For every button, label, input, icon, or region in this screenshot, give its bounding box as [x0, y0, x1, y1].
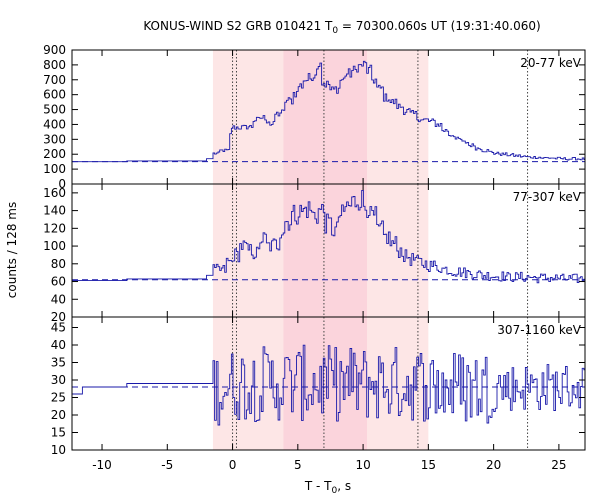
y-tick-label: 45 — [51, 321, 66, 335]
x-axis-title: T - T0, s — [304, 479, 351, 496]
x-tick-label: 25 — [551, 458, 566, 472]
y-tick-label: 300 — [43, 132, 66, 146]
y-tick-label: 80 — [51, 257, 66, 271]
light-curve — [72, 189, 585, 284]
x-tick-label: 15 — [421, 458, 436, 472]
y-tick-label: 120 — [43, 221, 66, 235]
panel-frame — [71, 316, 586, 451]
shaded-interval-2 — [283, 184, 368, 317]
y-tick-label: 25 — [51, 391, 66, 405]
y-tick-label: 20 — [51, 310, 66, 324]
y-tick-label: 30 — [51, 373, 66, 387]
y-tick-label: 140 — [43, 204, 66, 218]
y-tick-label: 500 — [43, 103, 66, 117]
chart-title-rest: = 70300.060s UT (19:31:40.060) — [338, 19, 541, 33]
panel-2: 20 40 60 80 100 120 140 160 77-307 keV — [43, 183, 586, 324]
svg-text:KONUS-WIND S2 GRB 010421 T0 =: KONUS-WIND S2 GRB 010421 T0 = 70300.060s… — [143, 19, 540, 36]
shaded-interval-2 — [283, 50, 368, 184]
shaded-interval-2 — [283, 317, 368, 450]
y-tick-label: 200 — [43, 147, 66, 161]
y-tick-label: 40 — [51, 292, 66, 306]
y-tick-label: 15 — [51, 426, 66, 440]
y-tick-label: 400 — [43, 117, 66, 131]
band-label: 20-77 keV — [520, 56, 582, 70]
chart-title-main: KONUS-WIND S2 GRB 010421 T — [143, 19, 333, 33]
x-axis-title-rest: , s — [337, 479, 351, 493]
svg-text:T - T0, s: T - T0, s — [304, 479, 351, 496]
y-tick-label: 35 — [51, 356, 66, 370]
x-tick-label: 10 — [355, 458, 370, 472]
y-tick-label: 100 — [43, 239, 66, 253]
band-label: 307-1160 keV — [497, 323, 581, 337]
light-curve — [72, 60, 585, 163]
light-curve — [72, 344, 585, 426]
x-axis-title-main: T - T — [304, 479, 332, 493]
y-tick-label: 0 — [58, 177, 66, 191]
panel-3: 10 15 20 25 30 35 40 45 307-1160 keV — [51, 316, 586, 457]
y-tick-label: 160 — [43, 186, 66, 200]
x-tick-label: -10 — [92, 458, 112, 472]
x-tick-label: 20 — [486, 458, 501, 472]
y-tick-label: 700 — [43, 73, 66, 87]
x-axis-title-subscript: 0 — [332, 486, 338, 496]
y-tick-label: 600 — [43, 88, 66, 102]
y-axis-title: counts / 128 ms — [5, 202, 19, 298]
y-tick-label: 100 — [43, 162, 66, 176]
y-tick-label: 20 — [51, 408, 66, 422]
y-tick-label: 10 — [51, 443, 66, 457]
x-tick-label: 0 — [229, 458, 237, 472]
y-tick-label: 900 — [43, 43, 66, 57]
x-tick-label: 5 — [294, 458, 302, 472]
y-tick-label: 60 — [51, 275, 66, 289]
band-label: 77-307 keV — [513, 190, 582, 204]
chart-title: KONUS-WIND S2 GRB 010421 T0 = 70300.060s… — [143, 19, 540, 36]
y-tick-label: 800 — [43, 58, 66, 72]
chart-title-subscript: 0 — [332, 26, 338, 36]
x-tick-label: -5 — [161, 458, 173, 472]
y-tick-label: 40 — [51, 338, 66, 352]
